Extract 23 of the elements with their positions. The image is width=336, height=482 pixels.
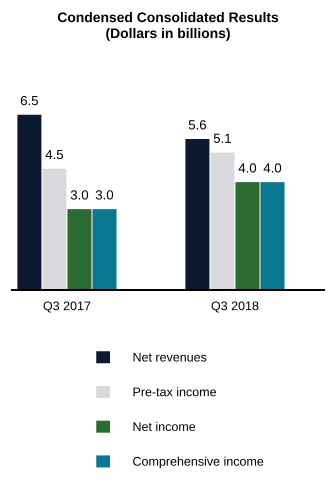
legend-label: Pre-tax income	[134, 387, 216, 396]
chart-title: Condensed Consolidated Results (Dollars in billions)	[58, 12, 278, 41]
data-label: 4.0	[238, 163, 256, 173]
data-label: 3.0	[96, 190, 114, 200]
data-label: 5.6	[188, 120, 206, 130]
bar	[67, 209, 92, 290]
x-tick-label: Q3 2018	[212, 301, 258, 313]
data-label: 5.1	[214, 134, 231, 143]
bar	[42, 168, 66, 290]
legend-label: Net income	[134, 422, 196, 432]
data-label: 4.5	[46, 150, 64, 160]
x-tick-label: Q3 2017	[44, 301, 90, 313]
bar	[185, 139, 210, 290]
bar	[17, 114, 42, 290]
legend-label: Net revenues	[134, 352, 206, 362]
bar	[210, 152, 234, 290]
bar	[92, 209, 117, 290]
bar	[235, 182, 260, 290]
data-label: 4.0	[264, 163, 282, 173]
data-label: 3.0	[70, 190, 88, 200]
data-label: 6.5	[20, 96, 38, 106]
legend-label: Comprehensive income	[133, 456, 264, 468]
bar	[260, 182, 285, 290]
